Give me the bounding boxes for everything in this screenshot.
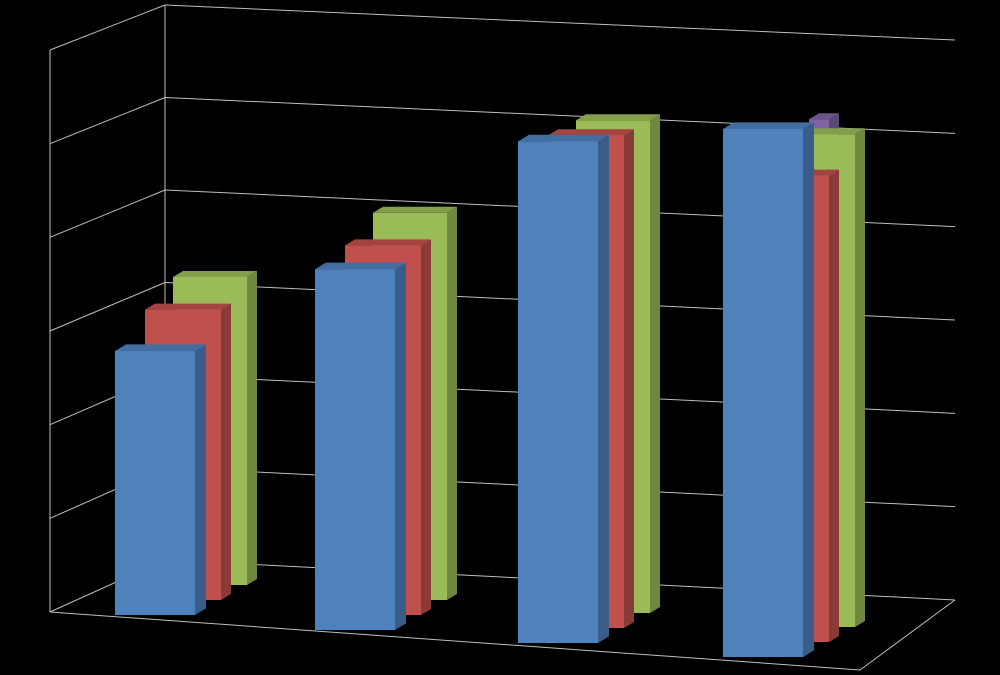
bars bbox=[115, 113, 865, 657]
bar-top bbox=[518, 134, 609, 142]
gridline-back bbox=[164, 4, 956, 41]
bar-side bbox=[598, 134, 609, 644]
bar-side bbox=[247, 271, 257, 585]
bar-side bbox=[221, 303, 231, 600]
bar-top bbox=[373, 206, 457, 213]
bar-side bbox=[421, 239, 431, 615]
gridline-side bbox=[49, 189, 166, 238]
bar-top bbox=[809, 113, 839, 120]
bar-side bbox=[195, 344, 206, 615]
gridline-side bbox=[49, 97, 166, 145]
bar bbox=[518, 141, 598, 643]
bar-top bbox=[576, 114, 660, 121]
bar bbox=[115, 351, 195, 615]
bar-side bbox=[855, 128, 865, 627]
bar-top bbox=[723, 122, 814, 129]
bar-top bbox=[345, 239, 431, 246]
bar-side bbox=[650, 114, 660, 613]
bar-top bbox=[115, 344, 206, 351]
bar-side bbox=[624, 129, 634, 628]
gridline-side bbox=[49, 282, 166, 332]
bar-top bbox=[315, 262, 406, 270]
bar-top bbox=[548, 129, 634, 136]
floor-right-edge bbox=[859, 599, 956, 671]
bar-side bbox=[447, 206, 457, 601]
bar-top bbox=[173, 271, 257, 277]
bar bbox=[723, 129, 803, 657]
gridline-side bbox=[49, 4, 166, 51]
bar-side bbox=[395, 262, 406, 630]
floor-front-edge bbox=[49, 611, 861, 671]
bar-side bbox=[829, 169, 839, 642]
bar bbox=[315, 269, 395, 630]
bar-side bbox=[803, 122, 814, 657]
bar-top bbox=[145, 303, 231, 310]
